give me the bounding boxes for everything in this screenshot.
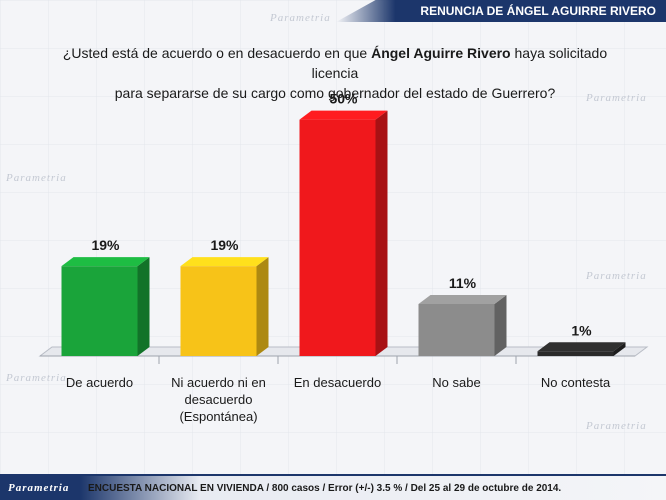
watermark-text: Parametria: [586, 92, 647, 104]
bar: [180, 266, 257, 356]
bar-side: [137, 257, 150, 356]
bar-side: [494, 295, 507, 356]
bar-value-label: 50%: [329, 91, 358, 107]
bar: [61, 266, 138, 356]
bar: [537, 351, 614, 356]
x-tick-label: No sabe: [432, 375, 480, 390]
bar-top: [418, 295, 507, 304]
bar-value-label: 1%: [571, 322, 592, 338]
bar-top: [299, 110, 388, 120]
question-line-2: para separarse de su cargo como gobernad…: [114, 85, 556, 101]
question-text-a: ¿Usted está de acuerdo o en desacuerdo e…: [62, 45, 372, 61]
footer-brand-logo: Parametria: [8, 482, 70, 494]
bar-side: [256, 257, 269, 356]
watermark-text: Parametria: [6, 372, 67, 384]
header-title: RENUNCIA DE ÁNGEL AGUIRRE RIVERO: [420, 4, 656, 18]
bar-side: [375, 110, 388, 357]
x-tick-label: En desacuerdo: [294, 375, 381, 390]
question-text-b: haya solicitado licencia: [311, 45, 608, 81]
x-tick-label: (Espontánea): [179, 409, 257, 424]
watermark-text: Parametria: [586, 270, 647, 282]
question-subject: Ángel Aguirre Rivero: [371, 45, 511, 61]
bar: [418, 304, 495, 356]
survey-question: ¿Usted está de acuerdo o en desacuerdo e…: [40, 43, 630, 103]
bar-side: [613, 342, 626, 356]
bar-value-label: 11%: [449, 275, 477, 291]
footer-methodology-note: ENCUESTA NACIONAL EN VIVIENDA / 800 caso…: [88, 483, 562, 494]
footer-band: [0, 476, 666, 500]
footer-divider: [0, 474, 666, 476]
bar-value-label: 19%: [210, 237, 239, 253]
bar-top: [61, 257, 150, 267]
question-line-1: ¿Usted está de acuerdo o en desacuerdo e…: [40, 43, 630, 83]
bar-value-label: 19%: [91, 237, 120, 253]
watermark-text: Parametria: [6, 172, 67, 184]
x-tick-label: Ni acuerdo ni en: [171, 375, 266, 390]
x-tick-label: No contesta: [541, 375, 611, 390]
bar-top: [537, 342, 626, 352]
bar-top: [180, 257, 269, 267]
watermark-text: Parametria: [586, 420, 647, 432]
x-tick-label: De acuerdo: [66, 375, 133, 390]
x-tick-label: desacuerdo: [185, 392, 253, 407]
header-band: [336, 0, 666, 22]
bar: [299, 119, 376, 357]
watermark-text: Parametria: [270, 12, 331, 24]
